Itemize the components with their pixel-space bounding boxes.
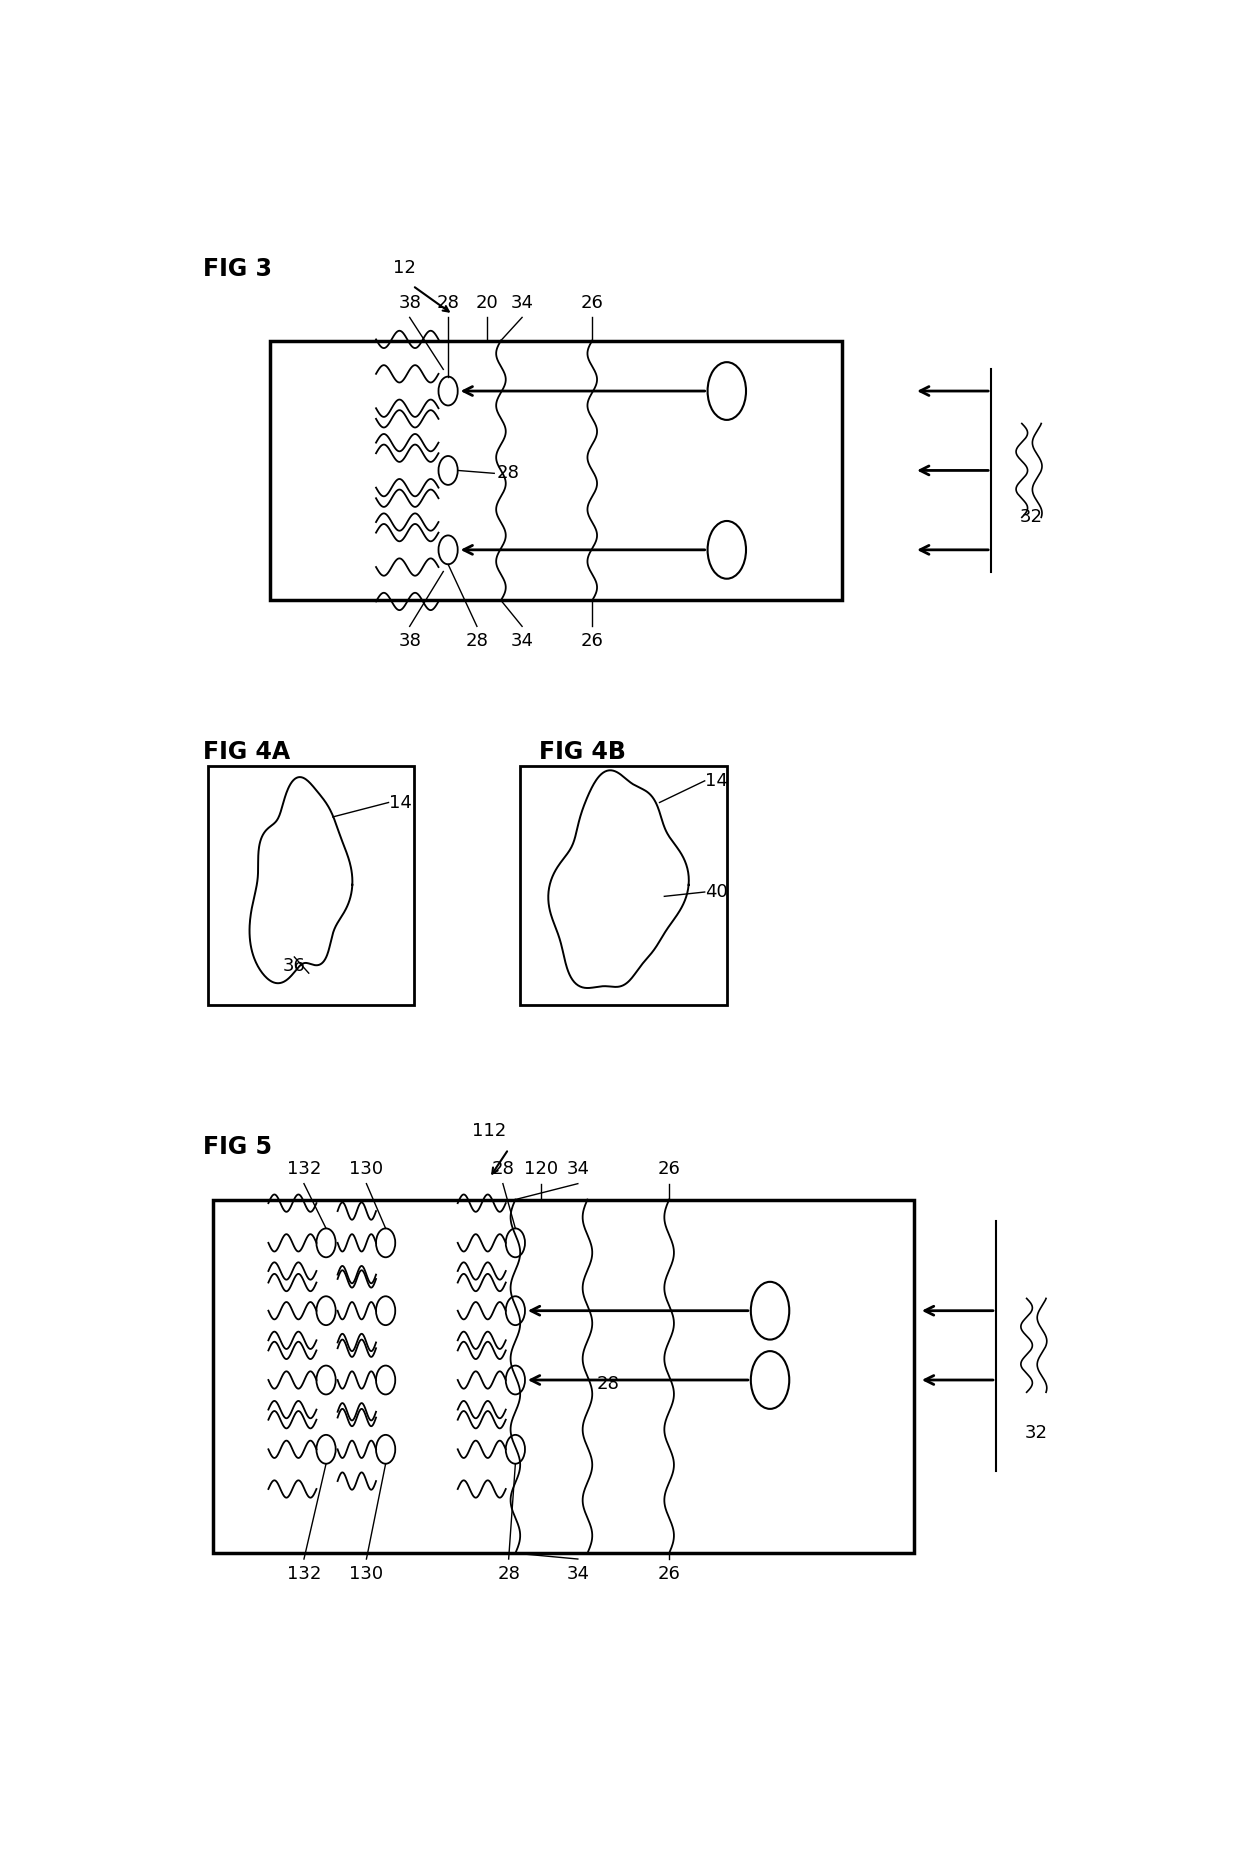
Text: 36: 36 (283, 956, 306, 975)
Bar (213, 1200, 914, 1552)
Text: 26: 26 (657, 1161, 681, 1178)
Text: 34: 34 (567, 1566, 589, 1582)
Text: 14: 14 (704, 772, 728, 789)
Text: 38: 38 (398, 294, 422, 311)
Text: 28: 28 (436, 294, 460, 311)
Text: 34: 34 (567, 1161, 589, 1178)
Text: 130: 130 (350, 1161, 383, 1178)
Text: 34: 34 (511, 294, 533, 311)
Text: 38: 38 (398, 632, 422, 651)
Text: 26: 26 (580, 632, 604, 651)
Bar (208, 767, 414, 1005)
Text: FIG 3: FIG 3 (203, 257, 272, 281)
Text: 132: 132 (286, 1566, 321, 1582)
Bar (521, 767, 727, 1005)
Text: 28: 28 (491, 1161, 515, 1178)
Text: 130: 130 (350, 1566, 383, 1582)
Text: 32: 32 (1024, 1425, 1048, 1442)
Text: 28: 28 (465, 632, 489, 651)
Text: 20: 20 (475, 294, 498, 311)
Text: 28: 28 (496, 465, 520, 482)
Text: 14: 14 (388, 793, 412, 812)
Text: 28: 28 (596, 1376, 620, 1393)
Text: 26: 26 (657, 1566, 681, 1582)
Bar (270, 341, 842, 600)
Text: 132: 132 (286, 1161, 321, 1178)
Text: FIG 4A: FIG 4A (203, 741, 290, 765)
Text: 12: 12 (393, 259, 417, 277)
Text: 34: 34 (511, 632, 533, 651)
Text: 120: 120 (525, 1161, 558, 1178)
Text: 40: 40 (704, 883, 728, 902)
Text: FIG 4B: FIG 4B (539, 741, 626, 765)
Text: 112: 112 (472, 1123, 507, 1140)
Text: FIG 5: FIG 5 (203, 1134, 272, 1159)
Text: 26: 26 (580, 294, 604, 311)
Text: 28: 28 (497, 1566, 520, 1582)
Text: 32: 32 (1019, 508, 1043, 525)
